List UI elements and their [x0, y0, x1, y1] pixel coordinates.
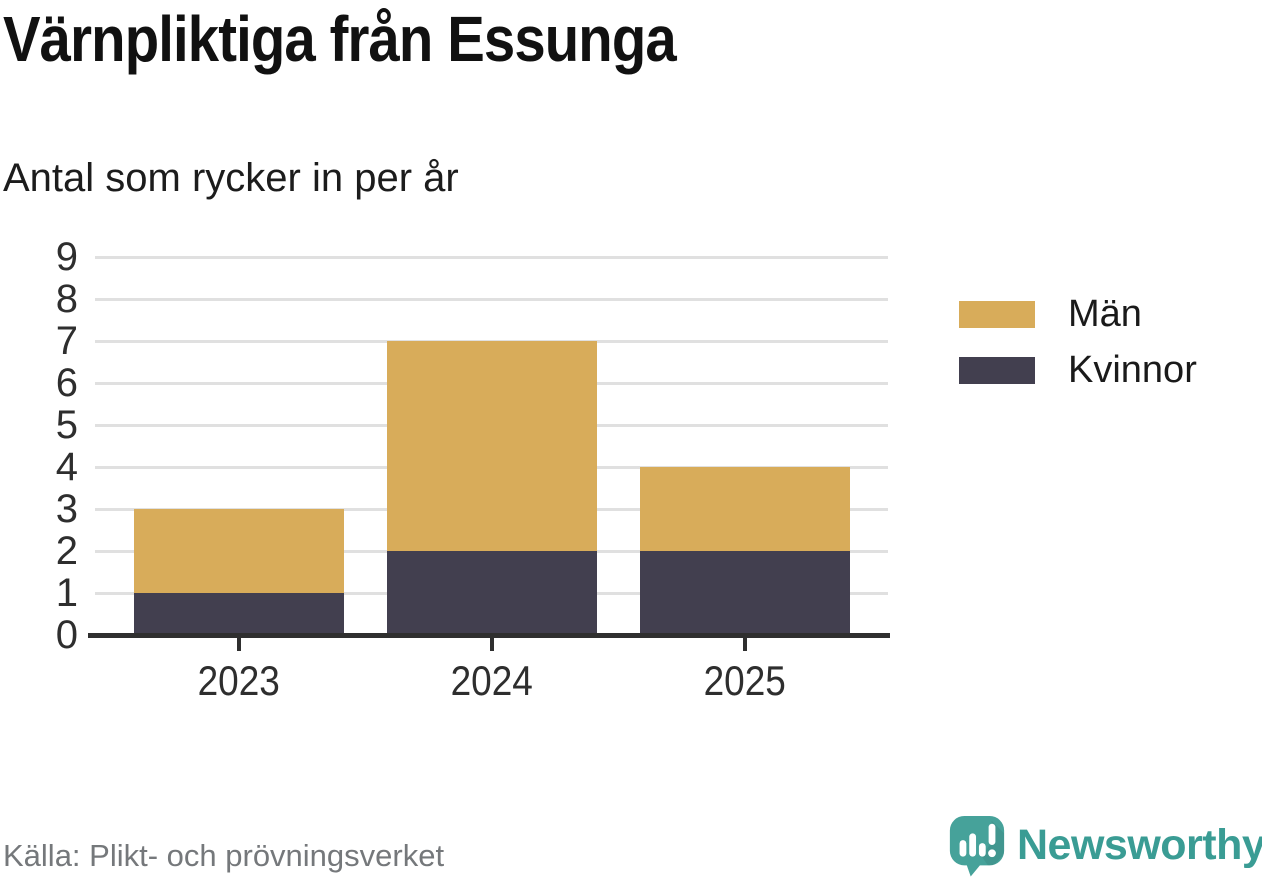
bar-segment-kvinnor — [640, 551, 850, 635]
x-axis-tick-label-text: 2025 — [703, 657, 787, 704]
x-axis-tick — [237, 638, 241, 651]
y-axis-tick-label: 5 — [55, 403, 78, 447]
legend-label: Kvinnor — [1068, 349, 1197, 391]
newsworthy-icon — [949, 815, 1005, 877]
y-axis-tick-label: 1 — [55, 571, 78, 615]
x-axis-tick-label: 2024 — [366, 657, 619, 705]
bar-segment-kvinnor — [134, 593, 344, 635]
y-axis-tick-label: 3 — [55, 487, 78, 531]
gridline — [95, 256, 888, 259]
gridline — [95, 298, 888, 301]
legend: Män Kvinnor — [959, 293, 1197, 413]
y-axis-tick-label: 7 — [55, 319, 78, 363]
bar-segment-man — [387, 341, 597, 551]
legend-swatch-kvinnor — [959, 357, 1035, 384]
y-axis-tick-label: 6 — [55, 361, 78, 405]
x-axis-line — [88, 633, 890, 638]
x-axis-tick-label: 2025 — [619, 657, 872, 705]
x-axis-tick-label-text: 2024 — [450, 657, 534, 704]
y-axis-tick-label: 0 — [55, 613, 78, 657]
bar-segment-man — [640, 467, 850, 551]
bar-segment-man — [134, 509, 344, 593]
bar-segment-kvinnor — [387, 551, 597, 635]
x-axis-tick — [743, 638, 747, 651]
legend-item-kvinnor: Kvinnor — [959, 349, 1197, 391]
legend-item-man: Män — [959, 293, 1197, 335]
source-note: Källa: Plikt- och prövningsverket — [3, 838, 445, 873]
y-axis-tick-label: 9 — [55, 235, 78, 279]
legend-label: Män — [1068, 293, 1142, 335]
newsworthy-wordmark: Newsworthy — [1017, 821, 1262, 869]
chart-subtitle: Antal som rycker in per år — [3, 156, 459, 200]
chart-title: Värnpliktiga från Essunga — [3, 3, 677, 75]
x-axis-tick — [490, 638, 494, 651]
y-axis-tick-label: 8 — [55, 277, 78, 321]
y-axis-tick-label: 4 — [55, 445, 78, 489]
legend-swatch-man — [959, 301, 1035, 328]
x-axis-tick-label-text: 2023 — [197, 657, 281, 704]
y-axis-tick-label: 2 — [55, 529, 78, 573]
newsworthy-logo[interactable]: Newsworthy — [946, 813, 1262, 878]
x-axis-tick-label: 2023 — [113, 657, 366, 705]
